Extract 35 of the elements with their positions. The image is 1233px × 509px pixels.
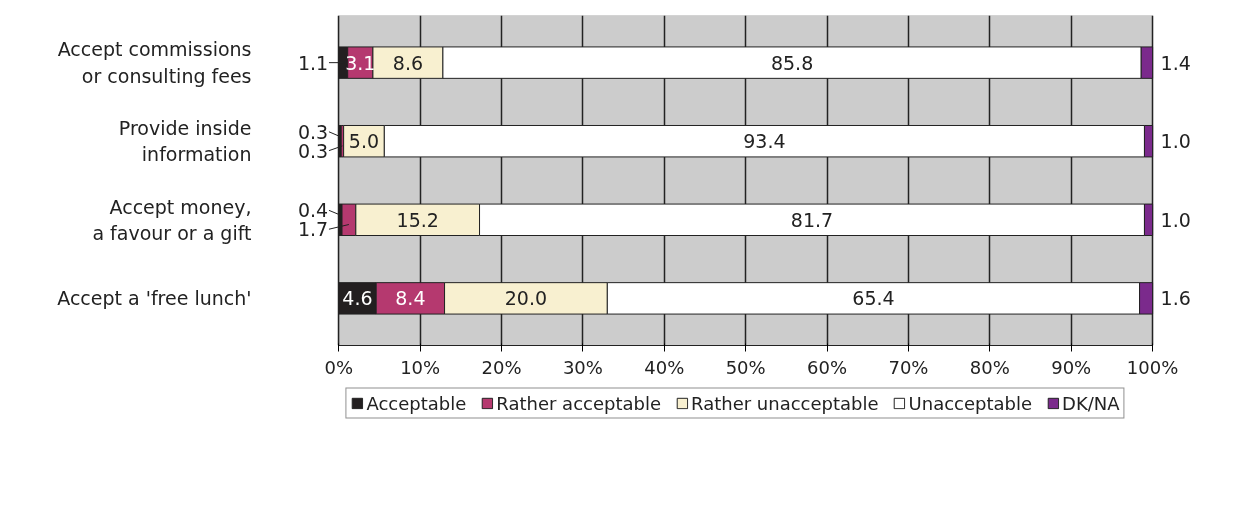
data-label: 65.4 xyxy=(852,287,895,310)
y-tick-label: Accept commissions or consulting fees xyxy=(57,38,252,87)
data-label: 8.4 xyxy=(395,287,426,310)
data-label: 85.8 xyxy=(770,51,814,74)
x-tick-label: 10% xyxy=(400,356,441,378)
legend-label: Unacceptable xyxy=(908,392,1033,414)
data-label: 4.6 xyxy=(342,287,373,310)
y-tick-label: Provide inside information xyxy=(118,117,252,166)
legend-label: DK/NA xyxy=(1062,392,1120,414)
legend-label: Acceptable xyxy=(366,392,467,414)
data-label: 1.4 xyxy=(1160,51,1191,74)
legend-label: Rather unacceptable xyxy=(691,392,879,414)
x-tick-label: 50% xyxy=(725,356,766,378)
data-label: 1.1 xyxy=(297,51,329,74)
x-tick-label: 80% xyxy=(969,356,1010,378)
data-label: 93.4 xyxy=(743,130,786,153)
x-tick-label: 0% xyxy=(324,356,354,378)
x-tick-label: 70% xyxy=(888,356,929,378)
x-tick-label: 100% xyxy=(1126,356,1179,378)
x-tick-label: 30% xyxy=(562,356,603,378)
data-label: 8.6 xyxy=(392,51,424,74)
x-tick-label: 40% xyxy=(644,356,685,378)
data-label: 15.2 xyxy=(396,208,439,231)
data-label: 81.7 xyxy=(790,208,834,231)
y-tick-label: Accept money, a favour or a gift xyxy=(92,195,252,244)
data-label: 1.6 xyxy=(1160,287,1191,310)
data-label: 1.0 xyxy=(1160,130,1191,153)
x-tick-label: 60% xyxy=(807,356,848,378)
x-tick-label: 20% xyxy=(481,356,522,378)
legend-label: Rather acceptable xyxy=(496,392,662,414)
y-tick-label: Accept a 'free lunch' xyxy=(57,287,252,310)
data-label: 20.0 xyxy=(504,287,548,310)
data-label: 1.0 xyxy=(1160,208,1191,231)
x-tick-label: 90% xyxy=(1051,356,1092,378)
data-label: 5.0 xyxy=(348,130,380,153)
